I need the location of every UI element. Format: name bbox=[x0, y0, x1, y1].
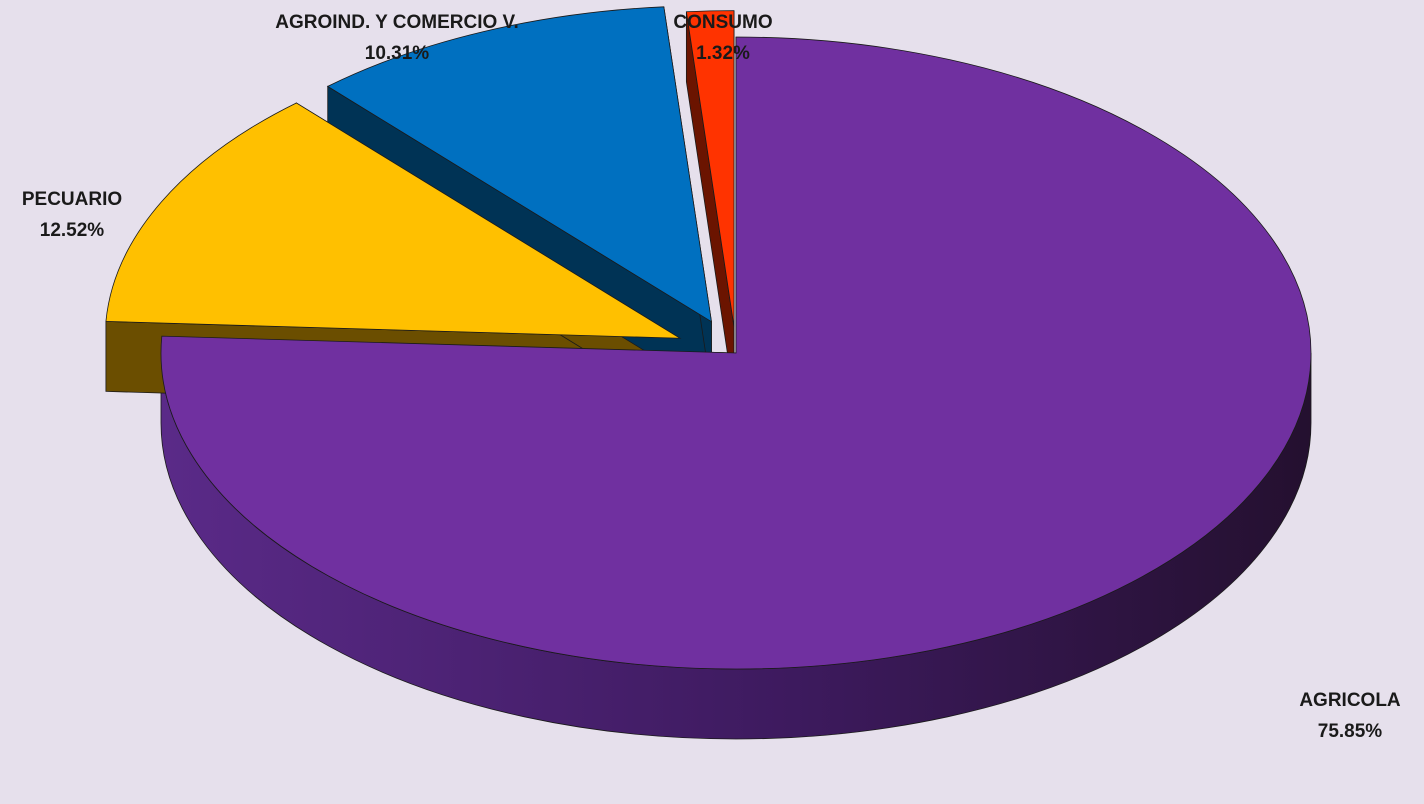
slice-agroind-y-comercio-v bbox=[326, 6, 712, 323]
slice-consumo bbox=[685, 10, 735, 327]
slice-value-pecuario: 12.52% bbox=[40, 220, 105, 241]
slice-value-agricola: 75.85% bbox=[1318, 721, 1383, 742]
slice-agricola bbox=[160, 36, 1312, 670]
slice-label-consumo: CONSUMO bbox=[673, 12, 772, 33]
slice-tops-layer bbox=[105, 6, 1312, 670]
slice-label-agricola: AGRICOLA bbox=[1299, 690, 1401, 711]
slice-value-consumo: 1.32% bbox=[696, 43, 750, 64]
slice-label-agroind-y-comercio-v: AGROIND. Y COMERCIO V. bbox=[275, 12, 519, 33]
slice-labels-layer: AGRICOLA 75.85% PECUARIO 12.52% AGROIND. Y C… bbox=[22, 12, 1401, 742]
slice-pecuario bbox=[105, 102, 682, 339]
slice-value-agroind-y-comercio-v: 10.31% bbox=[365, 43, 430, 64]
slice-label-pecuario: PECUARIO bbox=[22, 189, 122, 210]
